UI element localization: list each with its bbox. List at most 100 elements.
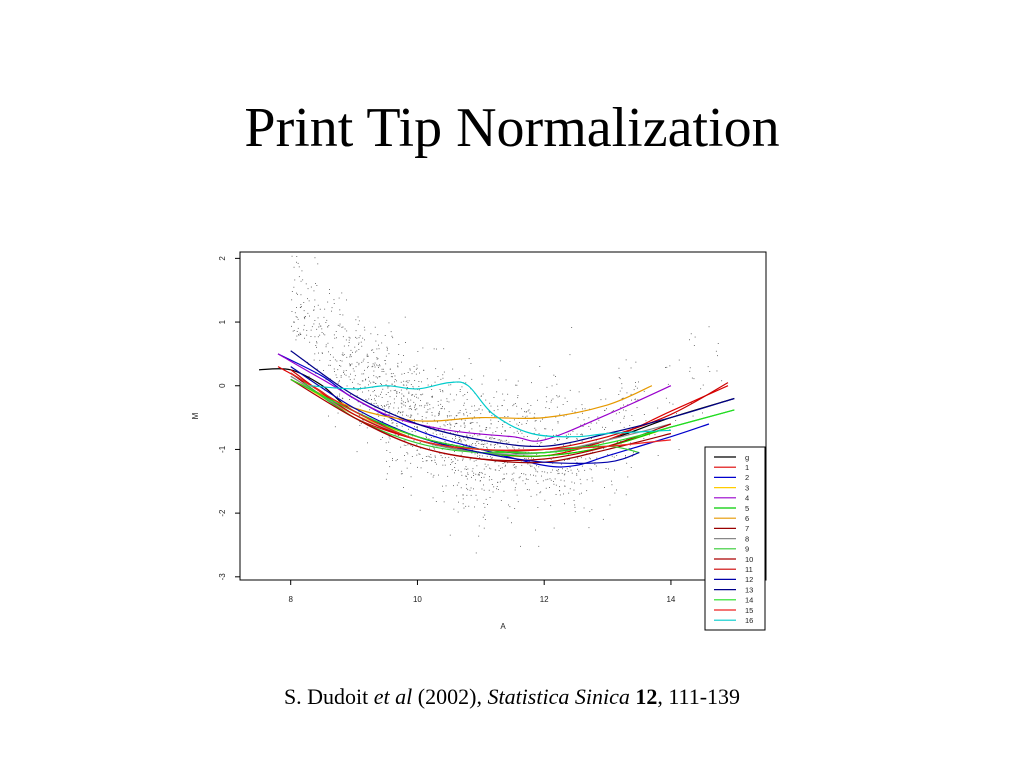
scatter-point [571, 481, 573, 483]
scatter-point [387, 392, 389, 393]
scatter-point [420, 400, 421, 401]
scatter-point [509, 427, 511, 428]
scatter-point [502, 440, 504, 442]
scatter-point [481, 440, 483, 442]
scatter-point [489, 437, 491, 438]
scatter-point [577, 457, 579, 459]
scatter-point [538, 433, 540, 435]
scatter-point [462, 503, 464, 505]
scatter-point [432, 497, 434, 499]
scatter-point [429, 428, 431, 430]
scatter-point [466, 494, 468, 496]
scatter-point [356, 350, 358, 352]
scatter-point [457, 441, 459, 443]
scatter-point [333, 303, 335, 304]
scatter-point [393, 398, 395, 400]
scatter-point [304, 337, 305, 339]
scatter-point [392, 373, 394, 374]
scatter-point [400, 412, 401, 414]
scatter-point [477, 453, 479, 455]
legend-label-15: 15 [745, 606, 753, 615]
scatter-point [535, 429, 537, 431]
scatter-point [550, 471, 552, 473]
scatter-point [358, 342, 360, 344]
scatter-point [472, 449, 474, 451]
scatter-point [540, 442, 541, 444]
scatter-point [702, 412, 703, 414]
scatter-point [537, 507, 539, 508]
scatter-point [413, 366, 415, 367]
scatter-point [464, 394, 466, 395]
scatter-point [623, 409, 624, 411]
scatter-point [643, 414, 645, 415]
scatter-point [586, 490, 588, 492]
scatter-point [476, 465, 478, 467]
scatter-point [300, 304, 302, 305]
scatter-point [539, 444, 541, 446]
scatter-point [364, 339, 365, 341]
scatter-point [515, 467, 517, 469]
scatter-point [314, 336, 316, 338]
scatter-point [306, 330, 308, 331]
scatter-point [313, 323, 315, 325]
scatter-point [396, 423, 398, 424]
scatter-point [391, 335, 393, 337]
scatter-point [427, 429, 428, 431]
scatter-point [551, 399, 552, 401]
scatter-point [502, 424, 504, 425]
scatter-point [403, 373, 405, 374]
scatter-point [608, 468, 609, 470]
scatter-point [294, 279, 296, 281]
scatter-point [376, 358, 378, 360]
scatter-point [518, 432, 519, 434]
scatter-point [404, 402, 406, 403]
scatter-point [340, 375, 342, 377]
scatter-point [305, 316, 306, 317]
scatter-point [559, 494, 561, 496]
scatter-point [469, 489, 471, 491]
scatter-point [483, 446, 485, 448]
legend-label-11: 11 [745, 565, 753, 574]
scatter-point [357, 316, 359, 318]
scatter-point [498, 379, 500, 381]
scatter-point [308, 375, 310, 377]
scatter-point [417, 413, 419, 415]
scatter-point [294, 312, 296, 314]
scatter-point [396, 425, 398, 427]
scatter-point [459, 430, 461, 431]
scatter-point [317, 317, 319, 319]
scatter-point [397, 365, 399, 367]
scatter-point [499, 446, 501, 448]
scatter-point [597, 416, 599, 418]
scatter-point [435, 501, 437, 502]
scatter-point [377, 334, 379, 336]
scatter-point [363, 373, 365, 375]
scatter-point [506, 473, 508, 475]
scatter-point [556, 406, 558, 408]
scatter-point [509, 506, 511, 508]
scatter-point [493, 397, 495, 398]
scatter-point [490, 423, 492, 425]
scatter-point [396, 459, 398, 460]
scatter-point [382, 437, 383, 438]
scatter-point [526, 489, 528, 490]
scatter-point [364, 386, 366, 388]
legend-label-14: 14 [745, 596, 753, 605]
scatter-point [417, 429, 418, 431]
scatter-point [472, 468, 474, 470]
scatter-point [406, 452, 408, 453]
scatter-point [337, 412, 339, 414]
scatter-point [563, 444, 564, 446]
scatter-point [426, 411, 428, 413]
scatter-point [350, 393, 351, 395]
scatter-point [490, 444, 492, 446]
scatter-point [450, 384, 452, 386]
scatter-point [407, 372, 409, 373]
scatter-point [368, 376, 369, 378]
scatter-point [619, 422, 621, 424]
scatter-point [518, 448, 520, 450]
scatter-point [558, 472, 560, 474]
scatter-point [564, 397, 566, 399]
scatter-point [311, 326, 313, 328]
scatter-point [357, 323, 359, 325]
